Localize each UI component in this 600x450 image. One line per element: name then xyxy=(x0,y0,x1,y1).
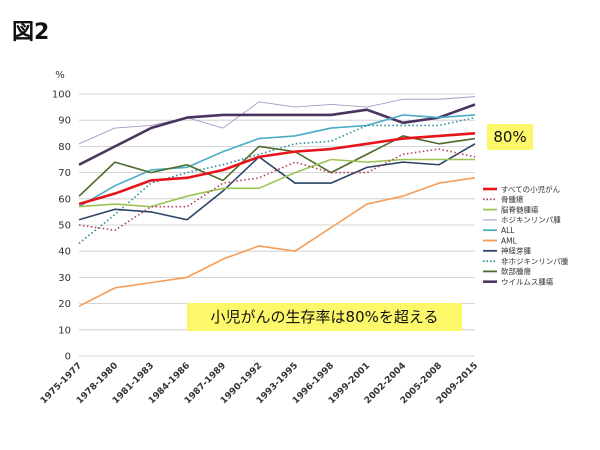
headline-callout: 小児がんの生存率は80%を超える xyxy=(187,303,462,331)
y-tick-label: 60 xyxy=(58,194,71,205)
legend-label: ウイルムス腫瘍 xyxy=(501,277,554,287)
legend-label: ホジキンリンパ腫 xyxy=(501,216,561,225)
series-line-8 xyxy=(78,135,476,197)
y-tick-label: 100 xyxy=(52,90,71,101)
y-tick-label: 0 xyxy=(65,352,71,363)
y-tick-label: 90 xyxy=(58,116,71,127)
legend-label: 軟部腫瘍 xyxy=(501,266,531,276)
y-tick-label: 80 xyxy=(58,142,71,153)
y-axis-label: % xyxy=(55,70,65,81)
series-line-9 xyxy=(78,103,476,166)
value-callout: 80% xyxy=(487,124,533,150)
y-tick-label: 20 xyxy=(58,299,71,310)
legend-label: 脳脊髄腫瘍 xyxy=(501,204,539,214)
x-axis-ticks: 1975-19771978-19801981-19831984-19861987… xyxy=(39,361,480,406)
legend-label: 骨腫瘍 xyxy=(501,194,524,204)
series-line-3 xyxy=(78,96,476,145)
legend-label: ALL xyxy=(501,226,515,235)
y-tick-label: 50 xyxy=(58,221,71,232)
legend-label: 神経芽腫 xyxy=(501,246,531,256)
series-line-6 xyxy=(78,143,476,221)
y-axis-ticks: 0 10 20 30 40 50 60 70 80 90 100 xyxy=(52,90,71,363)
series-lines xyxy=(78,96,476,307)
series-line-0 xyxy=(78,132,476,206)
legend-label: すべての小児がん xyxy=(501,184,561,194)
legend: すべての小児がん骨腫瘍脳脊髄腫瘍ホジキンリンパ腫ALLAML神経芽腫非ホジキンリ… xyxy=(483,184,569,287)
figure-label: 図2 xyxy=(12,20,50,45)
y-tick-label: 30 xyxy=(58,273,71,284)
series-line-1 xyxy=(78,148,476,232)
y-tick-label: 70 xyxy=(58,168,71,179)
series-line-4 xyxy=(78,114,476,208)
y-tick-label: 40 xyxy=(58,247,71,258)
legend-label: AML xyxy=(501,236,518,245)
legend-label: 非ホジキンリンパ腫 xyxy=(501,256,569,266)
series-line-2 xyxy=(78,158,475,208)
series-line-5 xyxy=(78,177,476,307)
y-tick-label: 10 xyxy=(58,325,71,336)
